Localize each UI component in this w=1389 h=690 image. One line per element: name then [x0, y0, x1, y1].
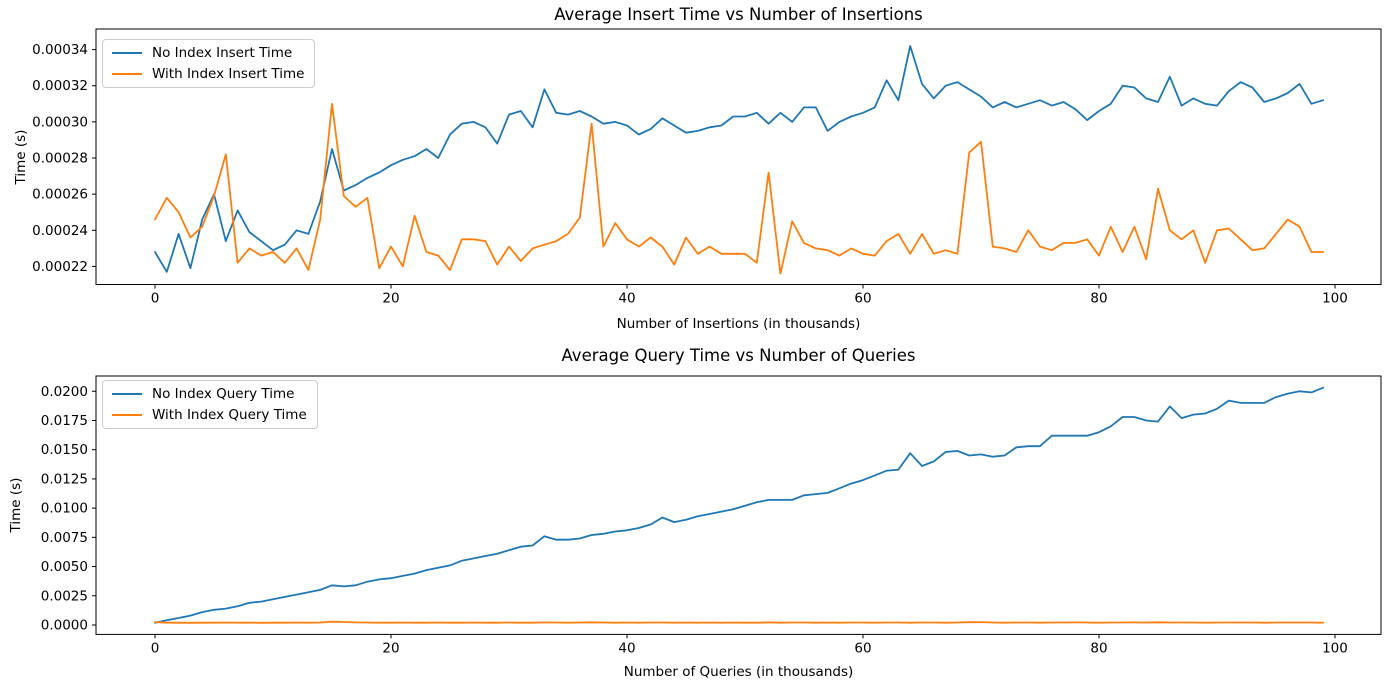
series-line-no-index	[154, 45, 1325, 273]
x-tick-label: 0	[151, 640, 160, 656]
y-tick-label: 0.0150	[41, 442, 88, 458]
insert-chart-ylabel: Time (s)	[13, 129, 29, 185]
query-chart-ylabel: Time (s)	[8, 477, 24, 533]
series-line-with-index	[154, 620, 1325, 624]
x-tick-label: 20	[382, 640, 399, 656]
y-tick-label: 0.00032	[32, 78, 88, 94]
x-tick-label: 40	[618, 291, 635, 307]
insert-chart-title: Average Insert Time vs Number of Inserti…	[554, 5, 923, 24]
y-tick-label: 0.00034	[32, 42, 88, 58]
legend-line-sample-orange	[112, 72, 142, 76]
series-line-no-index	[154, 386, 1325, 624]
chart-area-0: 0 20 40 60 80 100 0.00022 0.00024 0.00026 0.00028…	[32, 28, 1382, 307]
legend-item: With Index Insert Time	[112, 66, 304, 82]
y-tick-label: 0.0075	[41, 530, 88, 546]
y-tick-label: 0.00022	[32, 259, 88, 275]
insert-chart-xlabel: Number of Insertions (in thousands)	[616, 316, 861, 332]
query-chart-xlabel: Number of Queries (in thousands)	[623, 664, 854, 680]
legend-label: No Index Query Time	[152, 386, 295, 402]
plot-border	[95, 375, 1382, 635]
y-tick-label: 0.00028	[32, 151, 88, 167]
legend-item: With Index Query Time	[112, 407, 307, 423]
x-tick-label: 80	[1090, 640, 1107, 656]
y-tick-label: 0.0200	[41, 384, 88, 400]
x-tick-label: 20	[382, 291, 399, 307]
legend-item: No Index Insert Time	[112, 45, 304, 61]
legend-label: With Index Insert Time	[152, 66, 305, 82]
y-tick-label: 0.0000	[41, 617, 88, 633]
query-chart-title: Average Query Time vs Number of Queries	[561, 346, 916, 365]
y-tick-label: 0.0175	[41, 413, 88, 429]
legend-label: No Index Insert Time	[152, 45, 293, 61]
legend-line-sample-blue	[112, 51, 142, 55]
x-tick-label: 40	[618, 640, 635, 656]
series-line-with-index	[154, 102, 1325, 275]
x-tick-label: 80	[1090, 291, 1107, 307]
x-tick-label: 100	[1322, 291, 1348, 307]
x-tick-label: 100	[1322, 640, 1348, 656]
query-chart-legend: No Index Query Time With Index Query Tim…	[102, 380, 318, 429]
legend-line-sample-blue	[112, 392, 142, 396]
y-tick-label: 0.0050	[41, 559, 88, 575]
y-tick-label: 0.00030	[32, 114, 88, 130]
y-tick-label: 0.00026	[32, 187, 88, 203]
y-tick-label: 0.0025	[41, 588, 88, 604]
legend-label: With Index Query Time	[152, 407, 307, 423]
y-tick-label: 0.0125	[41, 471, 88, 487]
x-tick-label: 60	[854, 640, 871, 656]
plot-border	[95, 28, 1382, 285]
legend-item: No Index Query Time	[112, 386, 307, 402]
x-tick-label: 60	[854, 291, 871, 307]
legend-line-sample-orange	[112, 413, 142, 417]
y-tick-label: 0.0100	[41, 501, 88, 517]
insert-chart-legend: No Index Insert Time With Index Insert T…	[102, 39, 316, 88]
chart-area-1: 0 20 40 60 80 100 0.0000 0.0025 0.0050 0.0075 0.01…	[41, 375, 1382, 656]
x-tick-label: 0	[151, 291, 160, 307]
y-tick-label: 0.00024	[32, 223, 88, 239]
